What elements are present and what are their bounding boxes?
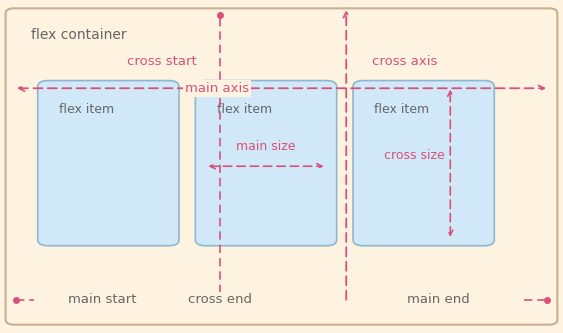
Text: main end: main end [408, 293, 470, 306]
Text: cross start: cross start [127, 55, 197, 68]
FancyBboxPatch shape [195, 81, 337, 246]
Text: main start: main start [68, 293, 136, 306]
Text: flex item: flex item [59, 103, 114, 116]
Text: cross size: cross size [384, 149, 445, 162]
FancyBboxPatch shape [353, 81, 494, 246]
FancyBboxPatch shape [38, 81, 179, 246]
Text: main axis: main axis [185, 82, 249, 95]
Text: flex container: flex container [31, 28, 127, 42]
Text: main size: main size [236, 140, 296, 153]
Text: cross end: cross end [187, 293, 252, 306]
FancyBboxPatch shape [6, 8, 557, 325]
Text: flex item: flex item [374, 103, 430, 116]
Text: cross axis: cross axis [372, 55, 437, 68]
Text: flex item: flex item [217, 103, 272, 116]
